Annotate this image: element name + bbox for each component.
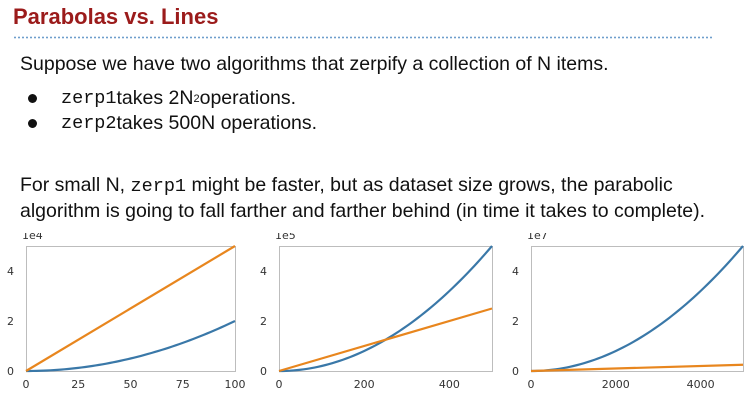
y-tick-label: 4 <box>512 265 519 278</box>
x-tick-label: 100 <box>225 378 246 391</box>
scale-label: 1e7 <box>527 233 548 242</box>
bullet-icon <box>28 94 37 103</box>
x-tick-label: 400 <box>439 378 460 391</box>
x-tick-label: 25 <box>71 378 85 391</box>
y-tick-label: 2 <box>260 315 267 328</box>
bullet-list: zerp1 takes 2N 2 operations. zerp2 takes … <box>28 86 317 136</box>
chart-medium-n: 1e5 0 2 4 0 200 400 <box>260 233 493 391</box>
title-divider <box>13 36 713 39</box>
y-tick-label: 0 <box>7 365 14 378</box>
series-line-quadratic <box>530 245 744 373</box>
series-line-quadratic <box>278 245 493 373</box>
slide-title: Parabolas vs. Lines <box>13 4 219 29</box>
bullet-item-zerp2: zerp2 takes 500N operations. <box>28 111 317 136</box>
para-text-2: might be faster, but as dataset size gro… <box>20 174 706 222</box>
plot-frame <box>531 246 744 372</box>
x-tick-label: 0 <box>528 378 535 391</box>
scale-label: 1e4 <box>22 233 43 242</box>
chart-large-n: 1e7 0 2 4 0 2000 4000 <box>512 233 744 391</box>
x-tick-label: 2000 <box>602 378 630 391</box>
y-tick-label: 2 <box>7 315 14 328</box>
explanation-paragraph: For small N, zerp1 might be faster, but … <box>20 173 745 224</box>
x-tick-label: 0 <box>276 378 283 391</box>
x-tick-label: 0 <box>23 378 30 391</box>
x-tick-label: 50 <box>124 378 138 391</box>
bullet-text: takes 500N operations. <box>116 112 318 134</box>
x-tick-label: 4000 <box>687 378 715 391</box>
y-tick-label: 4 <box>260 265 267 278</box>
bullet-item-zerp1: zerp1 takes 2N 2 operations. <box>28 86 317 111</box>
x-tick-label: 200 <box>354 378 375 391</box>
plot-frame <box>279 246 493 372</box>
code-zerp1-inline: zerp1 <box>130 176 187 197</box>
y-tick-label: 2 <box>512 315 519 328</box>
plot-frame <box>26 246 236 372</box>
bullet-text-end: operations. <box>199 87 297 109</box>
para-text-1: For small N, <box>20 174 131 196</box>
y-tick-label: 0 <box>512 365 519 378</box>
bullet-icon <box>28 119 37 128</box>
scale-label: 1e5 <box>275 233 296 242</box>
series-line-linear <box>530 363 744 373</box>
intro-text: Suppose we have two algorithms that zerp… <box>20 53 609 75</box>
series-line-linear <box>278 307 493 373</box>
bullet-text: takes 2N <box>116 87 194 109</box>
series-line-linear <box>25 245 236 372</box>
code-zerp2: zerp2 <box>61 113 117 134</box>
y-tick-label: 0 <box>260 365 267 378</box>
y-tick-label: 4 <box>7 265 14 278</box>
series-line-quadratic <box>25 320 236 373</box>
x-tick-label: 75 <box>176 378 190 391</box>
code-zerp1: zerp1 <box>61 88 117 109</box>
chart-small-n: 1e4 0 2 4 0 25 50 75 100 <box>7 233 246 391</box>
